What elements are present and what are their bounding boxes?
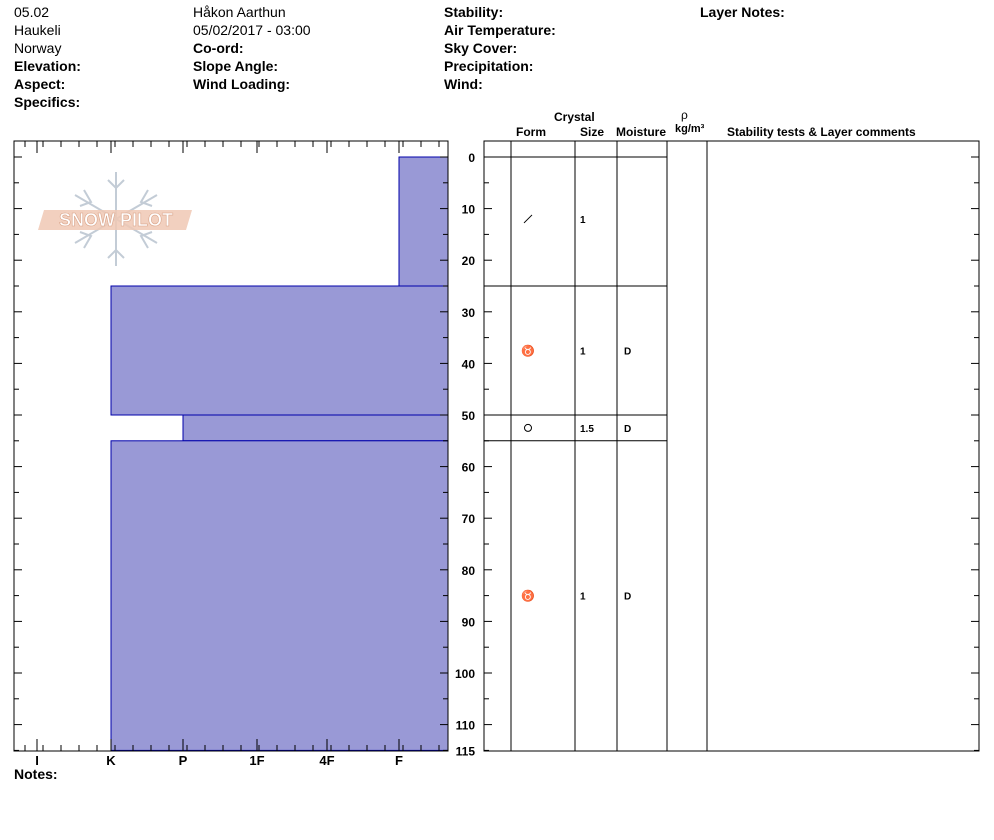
depth-label: 80	[462, 564, 476, 578]
stability-label: Stability:	[444, 4, 504, 20]
aspect-label: Aspect:	[14, 76, 66, 92]
depth-label: 10	[462, 203, 476, 217]
specifics-label: Specifics:	[14, 94, 81, 110]
notes-label: Notes:	[14, 766, 58, 782]
hardness-label-I: I	[35, 753, 39, 768]
location: Haukeli	[14, 22, 61, 38]
comments-header: Stability tests & Layer comments	[727, 125, 916, 139]
depth-label: 70	[462, 512, 476, 526]
depth-label: 0	[468, 151, 475, 165]
rho-header: ρ	[681, 108, 688, 122]
header-col1: 05.02 Haukeli Norway Elevation: Aspect: …	[14, 3, 81, 111]
depth-label: 30	[462, 306, 476, 320]
depth-label: 90	[462, 615, 476, 629]
moisture-4: D	[624, 592, 631, 603]
wind-label: Wind:	[444, 76, 483, 92]
precipitation-label: Precipitation:	[444, 58, 534, 74]
hardness-bar-2	[110, 285, 449, 416]
country: Norway	[14, 40, 62, 56]
crystal-size-4: 1	[580, 592, 586, 603]
site-number: 05.02	[14, 4, 50, 20]
hardness-label-1F: 1F	[249, 753, 264, 768]
moisture-3: D	[624, 424, 631, 435]
moisture-header: Moisture	[616, 125, 667, 139]
observation-datetime: 05/02/2017 - 03:00	[193, 22, 311, 38]
moisture-2: D	[624, 347, 631, 358]
hardness-bar-1	[398, 156, 449, 287]
slope-angle-label: Slope Angle:	[193, 58, 279, 74]
crystal-form-symbol-1	[523, 214, 533, 224]
crystal-size-2: 1	[580, 347, 586, 358]
layer-table-frame	[483, 140, 980, 752]
sky-cover-label: Sky Cover:	[444, 40, 518, 56]
hardness-bar-3	[182, 414, 449, 442]
coord-label: Co-ord:	[193, 40, 244, 56]
crystal-size-1: 1	[580, 215, 586, 226]
snowpilot-logo: SNOW PILOT	[38, 172, 192, 266]
crystal-header: Crystal	[554, 110, 595, 124]
depth-label: 50	[462, 409, 476, 423]
crystal-size-3: 1.5	[580, 424, 594, 435]
crystal-form-symbol-2: ♉	[521, 345, 535, 358]
depth-label: 60	[462, 461, 476, 475]
observer-name: Håkon Aarthun	[193, 4, 286, 20]
depth-label: 115	[456, 744, 476, 758]
hardness-bar-4	[110, 440, 449, 751]
size-header: Size	[580, 125, 605, 139]
header-col2: Håkon Aarthun 05/02/2017 - 03:00 Co-ord:…	[193, 3, 311, 93]
hardness-label-F: F	[395, 753, 403, 768]
logo-text: SNOW PILOT	[59, 210, 173, 230]
wind-loading-label: Wind Loading:	[193, 76, 291, 92]
layer-notes-label: Layer Notes:	[700, 4, 785, 20]
air-temperature-label: Air Temperature:	[444, 22, 556, 38]
depth-label: 20	[462, 254, 476, 268]
crystal-form-symbol-3	[524, 423, 532, 432]
elevation-label: Elevation:	[14, 58, 81, 74]
profile-frame	[13, 140, 449, 752]
hardness-label-K: K	[106, 753, 116, 768]
depth-label: 40	[462, 357, 476, 371]
density-unit-header: kg/m³	[675, 123, 705, 135]
header-col3: Stability: Air Temperature: Sky Cover: P…	[444, 3, 556, 93]
depth-label: 110	[456, 719, 476, 733]
form-header: Form	[516, 125, 546, 139]
hardness-label-P: P	[179, 753, 188, 768]
hardness-label-4F: 4F	[319, 753, 334, 768]
depth-label: 100	[455, 667, 475, 681]
crystal-form-symbol-4: ♉	[521, 590, 535, 603]
header-col4: Layer Notes:	[700, 3, 785, 21]
